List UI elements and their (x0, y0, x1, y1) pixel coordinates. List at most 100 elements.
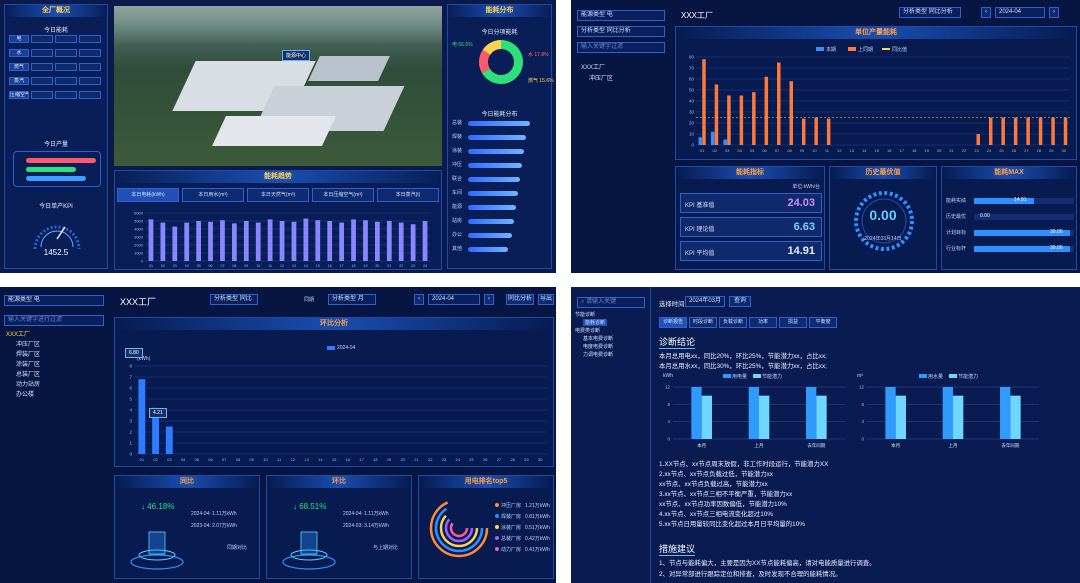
q4-tree-item[interactable]: 电费类诊断 (575, 328, 601, 334)
pie-label-water: 水 17.8% (528, 52, 549, 58)
aerial-sky (114, 6, 442, 46)
q3-mom-value-text: 68.51% (299, 502, 327, 511)
q4-tree-item[interactable]: 电度电费诊断 (583, 344, 614, 350)
q3-tree-item[interactable]: 办公楼 (16, 392, 35, 398)
trend-tab[interactable]: 本日天然气(m³) (247, 188, 309, 202)
q4-tree-item[interactable]: 能耗诊断 (583, 319, 608, 326)
q4-tree-item[interactable]: 基本电费诊断 (583, 336, 614, 342)
q4-tab[interactable]: 诊断报告 (659, 317, 687, 328)
trend-title: 能耗趋势 (115, 171, 441, 183)
q3-export-button[interactable]: 导出 (538, 294, 554, 305)
q1-xtick: 13 (292, 264, 296, 268)
q3-xtick: 07 (222, 457, 227, 462)
q3-tree-item[interactable]: 总装厂区 (16, 372, 41, 378)
output-bar-green (26, 167, 76, 172)
q4-search-input[interactable]: ⌕ 请输入关键 (577, 297, 645, 308)
q3-xtick: 11 (277, 457, 282, 462)
energy-grid: 电水燃气 蒸汽 压缩空气 (9, 35, 105, 123)
left-column-panel: 全厂概况 今日能耗 电水燃气 蒸汽 压缩空气 今日产量 今日单产KPI 1452.5 (4, 4, 108, 269)
q2-unit-fill (974, 230, 1070, 236)
q4-suggestion-heading: 措施建议 (659, 544, 696, 556)
q3-xtick: 19 (387, 457, 392, 462)
q2-energy-type-select[interactable]: 能源类型 电 (577, 10, 665, 21)
q3-top5-dot (495, 503, 499, 507)
q4-tab[interactable]: 负载诊断 (719, 317, 747, 328)
q2-next-button[interactable]: › (1049, 7, 1059, 18)
q2-unit-label: 历史最优 (946, 214, 967, 220)
q4-tree-item[interactable]: 力调电费诊断 (583, 352, 614, 358)
q2-chart-title: 单位产量能耗 (676, 27, 1076, 39)
q3-top5-name: 涂装厂房 (501, 525, 522, 531)
q3-ytick: 3 (129, 419, 132, 424)
q3-next-button[interactable]: › (484, 294, 494, 305)
q2-date-input[interactable]: 2024-04 (995, 7, 1045, 18)
q4-tab[interactable]: 时段诊断 (689, 317, 717, 328)
q2-unit-track (974, 214, 1074, 220)
q4-tab[interactable]: 功率 (749, 317, 777, 328)
q4-tab[interactable]: 平衡度 (809, 317, 837, 328)
q4-chart2-legend-2: 节能潜力 (958, 374, 979, 380)
q4-date-input[interactable]: 2024年03月 (685, 296, 725, 307)
q2-unit-title: 能耗MAX (942, 167, 1076, 179)
q3-date-input[interactable]: 2024-04 (428, 294, 480, 305)
trend-tabs: 本日电耗(kWh) 本日用水(m³) 本日天然气(m³) 本日压缩空气(m³) 本日蒸汽… (117, 188, 441, 204)
q2-energy-type-label: 能源类型 (581, 12, 606, 18)
q3-top5-dot (495, 525, 499, 529)
q3-top5-value: 0.51万kWh (525, 525, 550, 531)
q2-search-input[interactable]: 输入关键字过滤 (577, 42, 665, 53)
q4-chart2-legend-1: 用水量 (928, 374, 944, 380)
q2-top-analysis-label: 分析类型 (903, 9, 928, 15)
q3-search-input[interactable]: 输入关键字进行过滤 (4, 315, 104, 326)
q2-tree-child[interactable]: 冲压厂区 (589, 76, 614, 82)
q2-unit-label: 行业标杆 (946, 246, 967, 252)
q2-xtick: 27 (1024, 148, 1029, 153)
q3-prev-button[interactable]: ‹ (414, 294, 424, 305)
q3-tree-root[interactable]: XXX工厂 (6, 332, 31, 338)
q1-bar (351, 219, 356, 261)
q3-top5-name: 焊装厂房 (501, 514, 522, 520)
q4-tab[interactable]: 损益 (779, 317, 807, 328)
q3-xtick: 15 (332, 457, 337, 462)
trend-tab[interactable]: 本日电耗(kWh) (117, 188, 179, 202)
q3-analysis-type[interactable]: 分析类型 同比 (210, 294, 258, 305)
q1-bar (303, 218, 309, 261)
energy-row-label: 水 (9, 49, 29, 57)
q1-xtick: 04 (185, 264, 189, 268)
q3-tree-item[interactable]: 焊装厂区 (16, 352, 41, 358)
q1-xtick: 19 (363, 264, 367, 268)
q2-prev-button[interactable]: ‹ (981, 7, 991, 18)
q2-tree-root[interactable]: XXX工厂 (581, 65, 606, 71)
q3-ytick: 0 (129, 452, 132, 457)
q2-xtick: 06 (762, 148, 767, 153)
q2-unit-fill (974, 198, 1034, 204)
q4-query-button[interactable]: 查询 (729, 296, 751, 307)
q4-tree-item[interactable]: 节能诊断 (575, 312, 596, 318)
q3-tree-item[interactable]: 涂装厂区 (16, 362, 41, 368)
q3-energy-type-select[interactable]: 能源类型 电 (4, 295, 104, 306)
q2-ytick: 40 (689, 99, 695, 104)
q1-bar (231, 223, 237, 261)
q2-bar (739, 95, 744, 145)
q3-compare-button[interactable]: 同比分析 (506, 294, 534, 305)
q3-top5-dot (495, 514, 499, 518)
q3-top5-value: 0.81万kWh (525, 514, 550, 520)
energy-row-label: 燃气 (9, 63, 29, 71)
aerial-tag[interactable]: 能源中心 (282, 50, 311, 61)
q4-finding-line: 1.XX节点、xx节点周末放假，非工作时段运行，节能潜力XX (659, 461, 829, 468)
q3-tree-item[interactable]: 冲压厂区 (16, 342, 41, 348)
q3-tree-item[interactable]: 动力站房 (16, 382, 41, 388)
trend-tab[interactable]: 本日蒸汽(t) (377, 188, 439, 202)
q2-analysis-value: 同比分析 (606, 28, 631, 34)
q3-period-type[interactable]: 分析类型 月 (328, 294, 376, 305)
pie-label-water-name: 水 (528, 52, 534, 58)
q3-top5-list: 冲压厂房 1.21万kWh 焊装厂房 0.81万kWh 涂装厂房 0.51万kWh 总装厂房… (495, 502, 553, 562)
q2-top-analysis-select[interactable]: 分析类型 同比分析 (899, 7, 961, 18)
q4-bar (953, 395, 964, 439)
trend-tab[interactable]: 本日用水(m³) (182, 188, 244, 202)
q2-analysis-type-select[interactable]: 分析类型 同比分析 (577, 26, 665, 37)
q2-header-title: XXX工厂 (681, 11, 714, 20)
trend-tab[interactable]: 本日压缩空气(m³) (312, 188, 374, 202)
pie-label-gas-value: 15.6 (539, 78, 550, 84)
q2-gauge-ring (854, 191, 914, 251)
q3-mom-value: ↓ 68.51% (293, 502, 327, 511)
